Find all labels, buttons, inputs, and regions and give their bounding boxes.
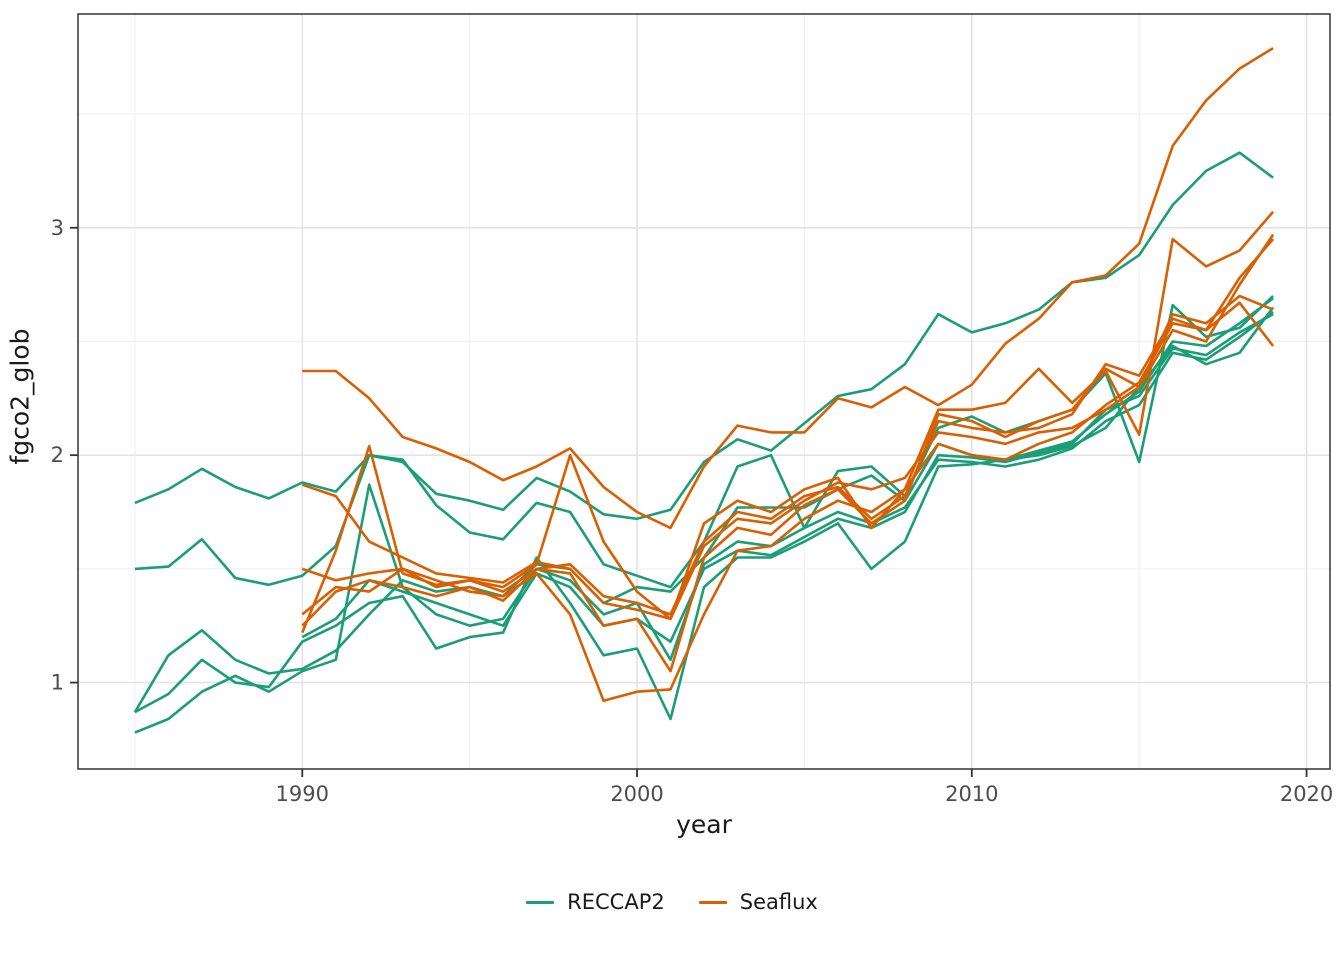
legend-label-reccap2: RECCAP2	[567, 890, 665, 914]
x-axis-tick-label: 2020	[1280, 782, 1333, 806]
panel-background	[78, 14, 1330, 769]
x-axis-tick-label: 2010	[945, 782, 998, 806]
series-line-seaflux-product-3	[301, 233, 1275, 621]
y-axis-tick-label: 3	[51, 216, 64, 240]
legend-key-line-reccap2	[526, 900, 555, 904]
x-axis-tick-label: 1990	[276, 782, 329, 806]
legend-entry-reccap2: RECCAP2	[526, 890, 665, 914]
legend-entry-seaflux: Seaflux	[698, 890, 818, 914]
legend: RECCAP2 Seaflux	[0, 890, 1344, 914]
series-line-seaflux-product-1	[302, 46, 1274, 530]
legend-key-line-seaflux	[698, 900, 727, 904]
y-axis-title: fgco2_glob	[5, 328, 35, 465]
x-axis-tick-label: 2000	[610, 782, 663, 806]
legend-label-seaflux: Seaflux	[739, 890, 818, 914]
series-line-seaflux-product-6	[301, 294, 1274, 673]
panel-border	[77, 13, 1331, 770]
y-axis-tick-label: 2	[51, 443, 64, 467]
x-axis-title: year	[676, 810, 732, 839]
series-line-seaflux-product-4	[301, 238, 1275, 616]
series-line-reccap2-model-5	[134, 306, 1275, 721]
y-axis-tick-label: 1	[51, 671, 64, 695]
